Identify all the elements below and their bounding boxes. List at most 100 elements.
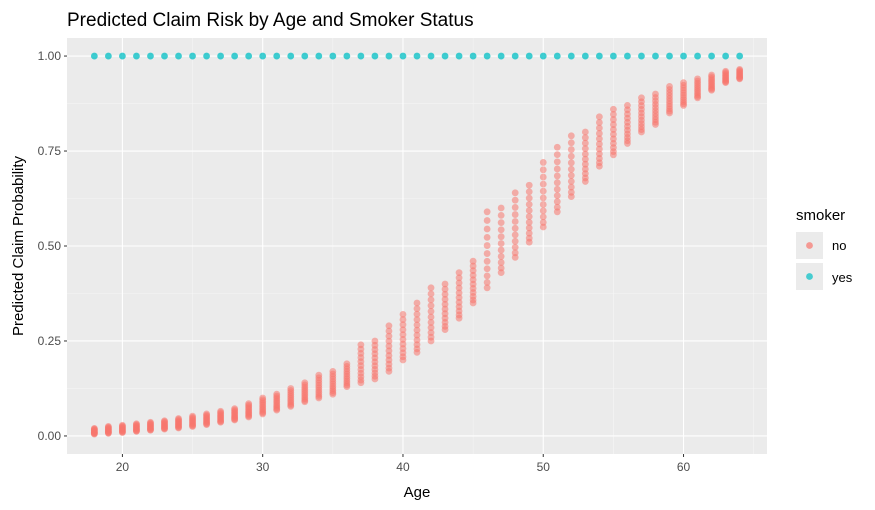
point-no (497, 246, 505, 254)
point-yes (595, 52, 603, 60)
point-no (399, 316, 407, 323)
point-no (90, 424, 98, 432)
point-no (455, 289, 463, 297)
point-no (385, 322, 393, 330)
point-no (525, 194, 533, 202)
point-yes (567, 52, 575, 60)
point-no (539, 166, 547, 174)
point-no (427, 302, 435, 310)
point-no (652, 90, 659, 98)
point-no (539, 219, 547, 226)
point-no (525, 200, 533, 208)
point-no (455, 294, 463, 302)
point-no (595, 135, 603, 143)
point-yes (553, 52, 561, 60)
point-no (161, 417, 168, 425)
point-yes (371, 52, 379, 60)
point-no (525, 218, 533, 226)
y-tick-label: 0.00 (38, 429, 62, 443)
point-no (469, 267, 477, 275)
point-yes (231, 52, 239, 60)
point-no (469, 262, 477, 270)
point-yes (104, 52, 112, 60)
point-no (595, 124, 603, 132)
point-yes (90, 52, 98, 60)
point-no (567, 132, 575, 140)
point-no (511, 249, 519, 257)
chart-title: Predicted Claim Risk by Age and Smoker S… (67, 10, 474, 31)
point-no (539, 187, 547, 195)
point-no (567, 172, 575, 179)
point-yes (680, 52, 687, 60)
point-yes (217, 52, 225, 60)
point-yes (483, 52, 491, 60)
point-no (708, 71, 715, 79)
data-points (90, 52, 744, 438)
point-no (399, 331, 407, 339)
point-no (567, 146, 575, 153)
point-no (497, 204, 505, 212)
x-axis-title: Age (404, 484, 431, 501)
point-no (413, 336, 421, 344)
point-yes (694, 52, 701, 60)
point-yes (708, 52, 715, 60)
point-no (581, 139, 589, 147)
point-no (497, 259, 505, 266)
point-no (231, 405, 239, 413)
point-no (553, 143, 561, 151)
x-axis-ticks: 20 30 40 50 60 (116, 454, 691, 474)
point-no (581, 155, 589, 163)
point-no (441, 310, 449, 318)
point-no (497, 253, 505, 260)
point-no (609, 105, 617, 113)
point-no (133, 420, 140, 428)
point-no (455, 269, 463, 276)
point-yes (413, 52, 421, 60)
point-no (511, 231, 519, 239)
point-no (511, 237, 519, 245)
point-yes (357, 52, 365, 60)
point-yes (343, 52, 351, 60)
point-no (497, 240, 505, 247)
x-tick-label: 30 (256, 460, 270, 474)
point-no (497, 264, 505, 272)
point-no (385, 327, 393, 335)
point-no (553, 185, 561, 193)
point-no (539, 194, 547, 202)
point-no (427, 313, 435, 321)
point-no (567, 139, 575, 147)
point-no (483, 217, 491, 224)
point-no (511, 196, 519, 204)
point-no (553, 158, 561, 166)
point-no (525, 234, 533, 242)
point-no (553, 198, 561, 206)
point-yes (301, 52, 309, 60)
point-no (539, 207, 547, 215)
point-no (497, 233, 505, 241)
point-no (259, 394, 267, 402)
point-no (680, 79, 687, 87)
point-no (581, 165, 589, 173)
point-no (567, 165, 575, 173)
point-no (581, 145, 589, 153)
point-no (483, 250, 491, 257)
point-yes (245, 52, 253, 60)
point-no (413, 326, 421, 334)
point-no (399, 321, 407, 329)
point-no (511, 224, 519, 232)
point-no (511, 211, 519, 218)
point-no (483, 225, 491, 233)
point-no (385, 352, 393, 359)
x-tick-label: 60 (677, 460, 691, 474)
point-no (567, 188, 575, 196)
legend: smoker no yes (796, 207, 853, 290)
point-yes (539, 52, 547, 60)
point-yes (624, 52, 631, 60)
point-no (525, 224, 533, 232)
point-no (694, 75, 701, 83)
x-tick-label: 20 (116, 460, 130, 474)
y-axis-ticks: 0.00 0.25 0.50 0.75 1.00 (38, 49, 67, 443)
point-no (595, 130, 603, 137)
point-no (595, 113, 603, 121)
